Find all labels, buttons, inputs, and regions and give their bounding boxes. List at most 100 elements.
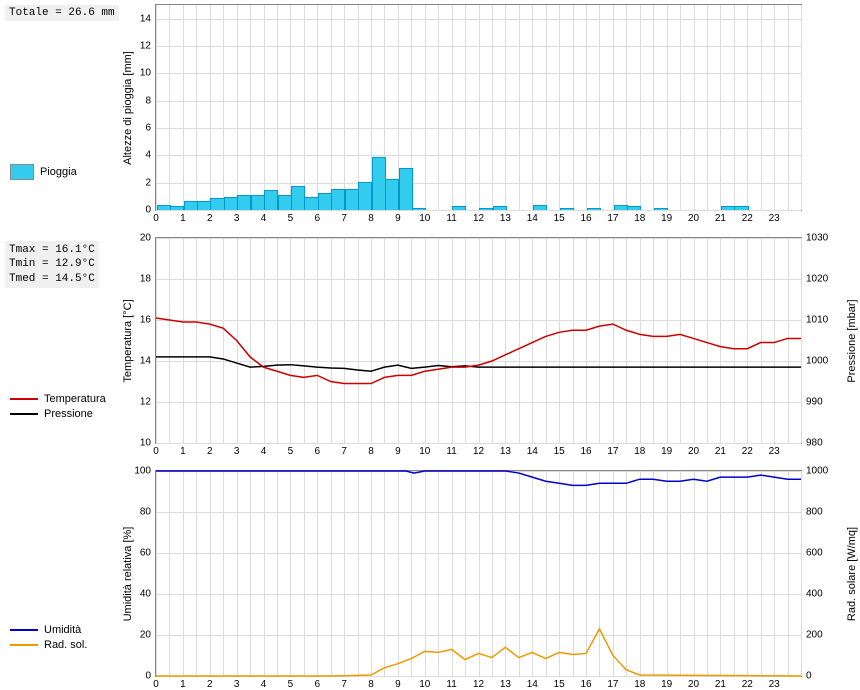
y-tick: 6: [145, 123, 151, 134]
x-tick: 7: [341, 213, 347, 224]
x-tick: 20: [688, 679, 699, 690]
rain-bar: [197, 201, 211, 210]
x-tick: 1: [180, 213, 186, 224]
umidita-line-swatch: [10, 629, 38, 631]
x-tick: 3: [234, 213, 240, 224]
x-tick: 15: [554, 679, 565, 690]
x-tick: 15: [554, 446, 565, 457]
y-tick: 0: [145, 205, 151, 216]
legend-pressione-label: Pressione: [44, 408, 93, 420]
y-tick: 16: [140, 315, 151, 326]
y2-tick: 990: [806, 397, 823, 408]
x-tick: 22: [742, 213, 753, 224]
x-tick: 6: [314, 679, 320, 690]
x-tick: 7: [341, 679, 347, 690]
x-tick: 22: [742, 446, 753, 457]
x-tick: 21: [715, 446, 726, 457]
y-tick: 0: [145, 671, 151, 682]
x-tick: 9: [395, 213, 401, 224]
x-tick: 1: [180, 446, 186, 457]
temp-summary: Tmax = 16.1°C Tmin = 12.9°C Tmed = 14.5°…: [5, 241, 99, 288]
y-tick: 40: [140, 589, 151, 600]
x-tick: 9: [395, 446, 401, 457]
x-tick: 12: [473, 679, 484, 690]
rain-bar: [479, 208, 493, 210]
y-tick: 4: [145, 150, 151, 161]
legend-pioggia: Pioggia: [10, 164, 77, 180]
x-tick: 5: [288, 446, 294, 457]
x-tick: 4: [261, 679, 267, 690]
x-tick: 15: [554, 213, 565, 224]
humidity-radiation-chart: 0123456789101112131415161718192021222302…: [155, 470, 802, 677]
rain-bar: [412, 208, 426, 210]
x-tick: 10: [419, 446, 430, 457]
humid-rad-lines: [156, 471, 801, 676]
x-tick: 20: [688, 213, 699, 224]
x-tick: 6: [314, 213, 320, 224]
rain-bar: [372, 157, 386, 210]
y2-tick: 400: [806, 589, 823, 600]
rain-bar: [278, 195, 292, 210]
y2-tick: 600: [806, 548, 823, 559]
rain-bar: [184, 201, 198, 210]
temp-press-lines: [156, 238, 801, 443]
x-tick: 10: [419, 679, 430, 690]
x-tick: 23: [769, 446, 780, 457]
x-tick: 9: [395, 679, 401, 690]
x-tick: 16: [580, 679, 591, 690]
y2-axis-label: Rad. solare [W/mq]: [846, 526, 858, 620]
x-tick: 19: [661, 679, 672, 690]
x-tick: 3: [234, 679, 240, 690]
y2-tick: 1030: [806, 233, 828, 244]
y-axis-label: Umidità relativa [%]: [122, 526, 134, 621]
x-tick: 23: [769, 679, 780, 690]
y-tick: 20: [140, 233, 151, 244]
rain-bar: [251, 195, 265, 210]
y-tick: 60: [140, 548, 151, 559]
radsol-line-swatch: [10, 644, 38, 646]
y-axis-label: Altezze di pioggia [mm]: [122, 51, 134, 165]
x-tick: 21: [715, 213, 726, 224]
rain-bar: [385, 179, 399, 210]
y2-tick: 1000: [806, 466, 828, 477]
x-tick: 20: [688, 446, 699, 457]
x-tick: 5: [288, 213, 294, 224]
y2-tick: 1010: [806, 315, 828, 326]
legend-pioggia-label: Pioggia: [40, 166, 77, 178]
x-tick: 22: [742, 679, 753, 690]
x-tick: 19: [661, 213, 672, 224]
x-tick: 13: [500, 213, 511, 224]
rain-bar: [358, 182, 372, 210]
y-tick: 10: [140, 68, 151, 79]
rain-bar: [170, 206, 184, 210]
x-tick: 5: [288, 679, 294, 690]
y2-tick: 1000: [806, 356, 828, 367]
x-tick: 11: [446, 679, 456, 690]
x-tick: 0: [153, 446, 159, 457]
x-tick: 18: [634, 446, 645, 457]
rain-bar: [654, 208, 668, 210]
x-tick: 17: [607, 679, 618, 690]
y-tick: 18: [140, 274, 151, 285]
legend-temperatura: Temperatura: [10, 393, 106, 405]
y-tick: 8: [145, 95, 151, 106]
rain-bar: [157, 205, 171, 210]
y-tick: 10: [140, 438, 151, 449]
rain-bar: [210, 198, 224, 210]
x-tick: 0: [153, 679, 159, 690]
x-tick: 11: [446, 213, 456, 224]
rain-bar: [331, 189, 345, 211]
legend-radsol: Rad. sol.: [10, 639, 87, 651]
legend-umidita-label: Umidità: [44, 624, 81, 636]
rain-bar: [721, 206, 735, 210]
y-tick: 2: [145, 177, 151, 188]
rain-bar: [318, 193, 332, 210]
x-tick: 0: [153, 213, 159, 224]
rain-bar: [734, 206, 748, 210]
x-tick: 8: [368, 446, 374, 457]
x-tick: 14: [527, 213, 538, 224]
x-tick: 3: [234, 446, 240, 457]
legend-radsol-label: Rad. sol.: [44, 639, 87, 651]
rain-bar: [224, 197, 238, 210]
rain-bar: [237, 195, 251, 210]
